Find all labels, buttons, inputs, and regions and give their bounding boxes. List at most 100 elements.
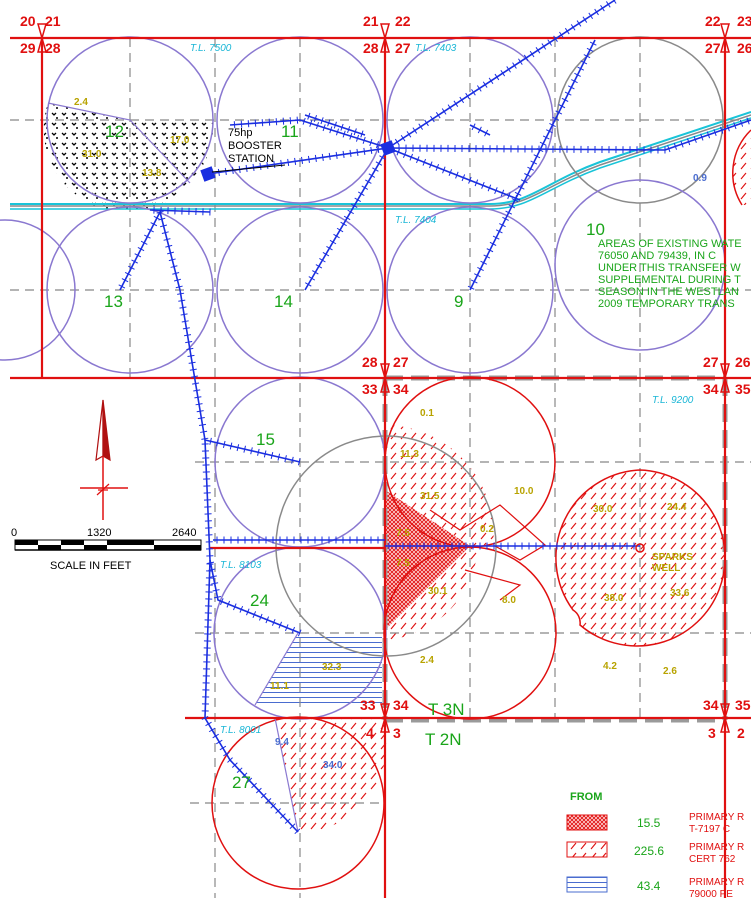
pipeline-tick [277, 453, 281, 461]
pipeline-tick [208, 727, 216, 733]
corner-c3-nw: 22 [705, 13, 721, 29]
pipeline-tick [335, 151, 338, 159]
pipeline-tick [321, 153, 324, 161]
pipeline-tick [266, 161, 269, 169]
road-and-canal [10, 111, 751, 210]
pipeline-tick [430, 115, 435, 123]
pipeline-tick [315, 264, 323, 269]
tl-label-9200: T.L. 9200 [652, 395, 694, 406]
acreage-label: 31.5 [420, 491, 440, 502]
pipeline-tick [559, 31, 564, 39]
pipeline-tick [309, 119, 313, 127]
sparks-well-marker [635, 543, 645, 553]
corner-c4-nw: 28 [362, 354, 378, 370]
pipeline-tick [394, 138, 400, 146]
pipeline-tick [161, 231, 169, 235]
pipeline-tick [484, 129, 489, 137]
pipeline-tick [131, 259, 138, 264]
corner-c7-nw: 34 [703, 697, 719, 713]
pipeline-tick [186, 347, 194, 351]
pipeline-tick [194, 396, 202, 399]
pipeline-tick [287, 158, 290, 166]
pipeline-tick [201, 437, 209, 440]
pipeline-tick [156, 210, 164, 214]
corner-c4-ne: 27 [393, 354, 409, 370]
pipeline-tick [570, 24, 576, 31]
pipeline-tick [361, 185, 369, 190]
pipeline-tick [153, 215, 161, 220]
pipeline-tick [574, 72, 581, 77]
pipeline-tick [564, 27, 570, 35]
pipeline-tick [546, 129, 553, 134]
hatch-24-blue [255, 633, 382, 705]
corner-c3-se: 26 [737, 40, 751, 56]
pipeline-tick [201, 715, 209, 720]
tl-label-8001: T.L. 8001 [220, 725, 261, 736]
pipeline-tick [209, 575, 217, 578]
pipeline-tick [326, 245, 333, 251]
acreage-label: 13.8 [142, 168, 162, 179]
pipeline-tick [252, 163, 255, 171]
pipeline-tick [250, 447, 253, 455]
pipeline-tick [553, 35, 558, 42]
pipeline-tick [355, 134, 360, 142]
booster-station-label: 75hp BOOSTER STATION [228, 127, 282, 165]
booster-line-3: STATION [228, 153, 274, 165]
pipeline-tick [471, 123, 476, 131]
pipeline-tick [185, 341, 193, 344]
pipeline-tick [195, 403, 203, 406]
pipeline-tick [667, 145, 671, 153]
pipeline-tick [207, 561, 215, 565]
pipeline-tick [494, 187, 498, 194]
pipeline-tick [342, 130, 346, 138]
scale-mid: 1320 [87, 527, 111, 539]
pipeline-tick [314, 154, 317, 162]
pipeline-tick [307, 155, 310, 163]
transmission-line-labels: T.L. 7500 T.L. 7403 T.L. 7404 T.L. 9200 … [190, 43, 694, 736]
legend-swatch-blue [566, 876, 608, 893]
pipeline-tick [246, 608, 250, 616]
pipeline-tick [265, 797, 272, 804]
pipeline-tick [188, 361, 196, 364]
acreage-label: 2.4 [420, 655, 434, 666]
pipeline-tick [342, 150, 345, 158]
pipeline-tick [180, 313, 188, 316]
pipeline-tick [474, 179, 479, 187]
pipeline-tick [357, 191, 365, 196]
pipeline-tick [360, 130, 364, 138]
pipeline-tick [483, 254, 491, 259]
pipeline-tick [270, 451, 274, 460]
legend-desc: CERT 762 [689, 854, 736, 865]
pipeline-tick [409, 153, 414, 161]
pipeline-tick [219, 745, 227, 751]
note-line: UNDER THIS TRANSFER W [598, 262, 741, 274]
pipeline-tick [600, 4, 605, 12]
pipeline-tick [402, 151, 407, 159]
hatch-12-dotted [43, 103, 191, 213]
pipeline-tick [181, 320, 189, 323]
corner-c2-ne: 22 [395, 13, 411, 29]
corner-c6-ne: 34 [393, 697, 409, 713]
corner-marker-icon [711, 703, 739, 733]
pipeline-ticks [118, 0, 750, 835]
acreage-label: 2.4 [74, 97, 88, 108]
pipeline-tick [284, 624, 289, 632]
pipeline-tick [447, 104, 453, 111]
pipeline-tick [349, 149, 352, 157]
pipeline-tick [212, 733, 219, 739]
pipeline-tick [320, 117, 324, 125]
corner-marker-icon [371, 23, 399, 53]
pipeline-tick [480, 260, 487, 265]
township-2n-label: T 2N [425, 730, 462, 749]
pipeline-tick [375, 141, 380, 149]
pipeline-tick [258, 613, 263, 621]
pipeline-tick [530, 160, 538, 165]
pipeline-tick [422, 158, 427, 166]
section-numbers: 12 11 10 13 14 9 15 24 27 [104, 122, 605, 792]
hatch-12-dotted-b [130, 120, 214, 183]
pipeline-tick [489, 241, 497, 246]
pipeline-tick [582, 16, 588, 23]
pipeline-tick [539, 141, 547, 146]
corner-marker-icon [371, 363, 399, 393]
